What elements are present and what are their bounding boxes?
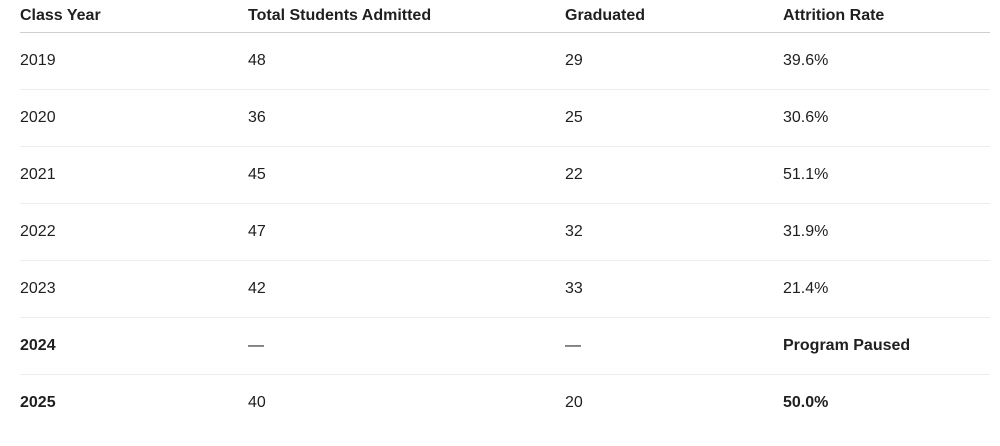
table-cell: 20 (565, 394, 583, 411)
table-row: 2025 40 20 50.0% (20, 375, 990, 432)
table-cell: 51.1% (783, 146, 990, 204)
table-cell: 2020 (20, 89, 248, 147)
table-cell: 32 (565, 203, 783, 261)
table-cell: 2022 (20, 203, 248, 261)
table-row: 2024— — Program Paused (20, 317, 990, 375)
table-cell: 22 (565, 146, 783, 204)
header-cell: Total Students Admitted (248, 0, 565, 33)
header-cell: Graduated (565, 0, 783, 33)
table-cell: 39.6% (783, 32, 990, 90)
table-cell: 40 (248, 394, 266, 411)
table-cell: 36 (248, 89, 565, 147)
table-cell: Program Paused (783, 317, 990, 375)
table-cell: 2025 (20, 394, 56, 411)
table-row: 2021 45 22 51.1% (20, 146, 990, 204)
table-cell: — (248, 317, 565, 375)
table-cell: 30.6% (783, 89, 990, 147)
table-cell: — (565, 317, 783, 375)
table-cell: 29 (565, 32, 783, 90)
table-head: Class Year Total Students Admitted Graduat… (20, 0, 990, 33)
table-row: 2022 47 32 31.9% (20, 203, 990, 261)
table-row: 2019 48 29 39.6% (20, 32, 990, 90)
table-cell: 2023 (20, 260, 248, 318)
table-cell: 45 (248, 146, 565, 204)
table-cell: 2024 (20, 317, 248, 375)
table-cell: 48 (248, 32, 565, 90)
header-cell: Attrition Rate (783, 0, 990, 33)
table-cell: 21.4% (783, 260, 990, 318)
table-cell: 2021 (20, 146, 248, 204)
table-cell: 42 (248, 260, 565, 318)
table-body: 2019 48 29 39.6% 2020 36 25 30.6% 2021 45 22 51.1% 2… (20, 32, 990, 432)
data-table: Class Year Total Students Admitted Graduat… (20, 0, 990, 431)
table-cell: 50.0% (783, 394, 829, 411)
table-row: 2023 42 33 21.4% (20, 260, 990, 318)
header-row: Class Year Total Students Admitted Graduat… (20, 0, 990, 33)
table-cell: 47 (248, 203, 565, 261)
table-cell: 33 (565, 260, 783, 318)
table-cell: 2019 (20, 32, 248, 90)
header-cell: Class Year (20, 0, 248, 33)
table-cell: 25 (565, 89, 783, 147)
table-cell: 31.9% (783, 203, 990, 261)
table-row: 2020 36 25 30.6% (20, 89, 990, 147)
